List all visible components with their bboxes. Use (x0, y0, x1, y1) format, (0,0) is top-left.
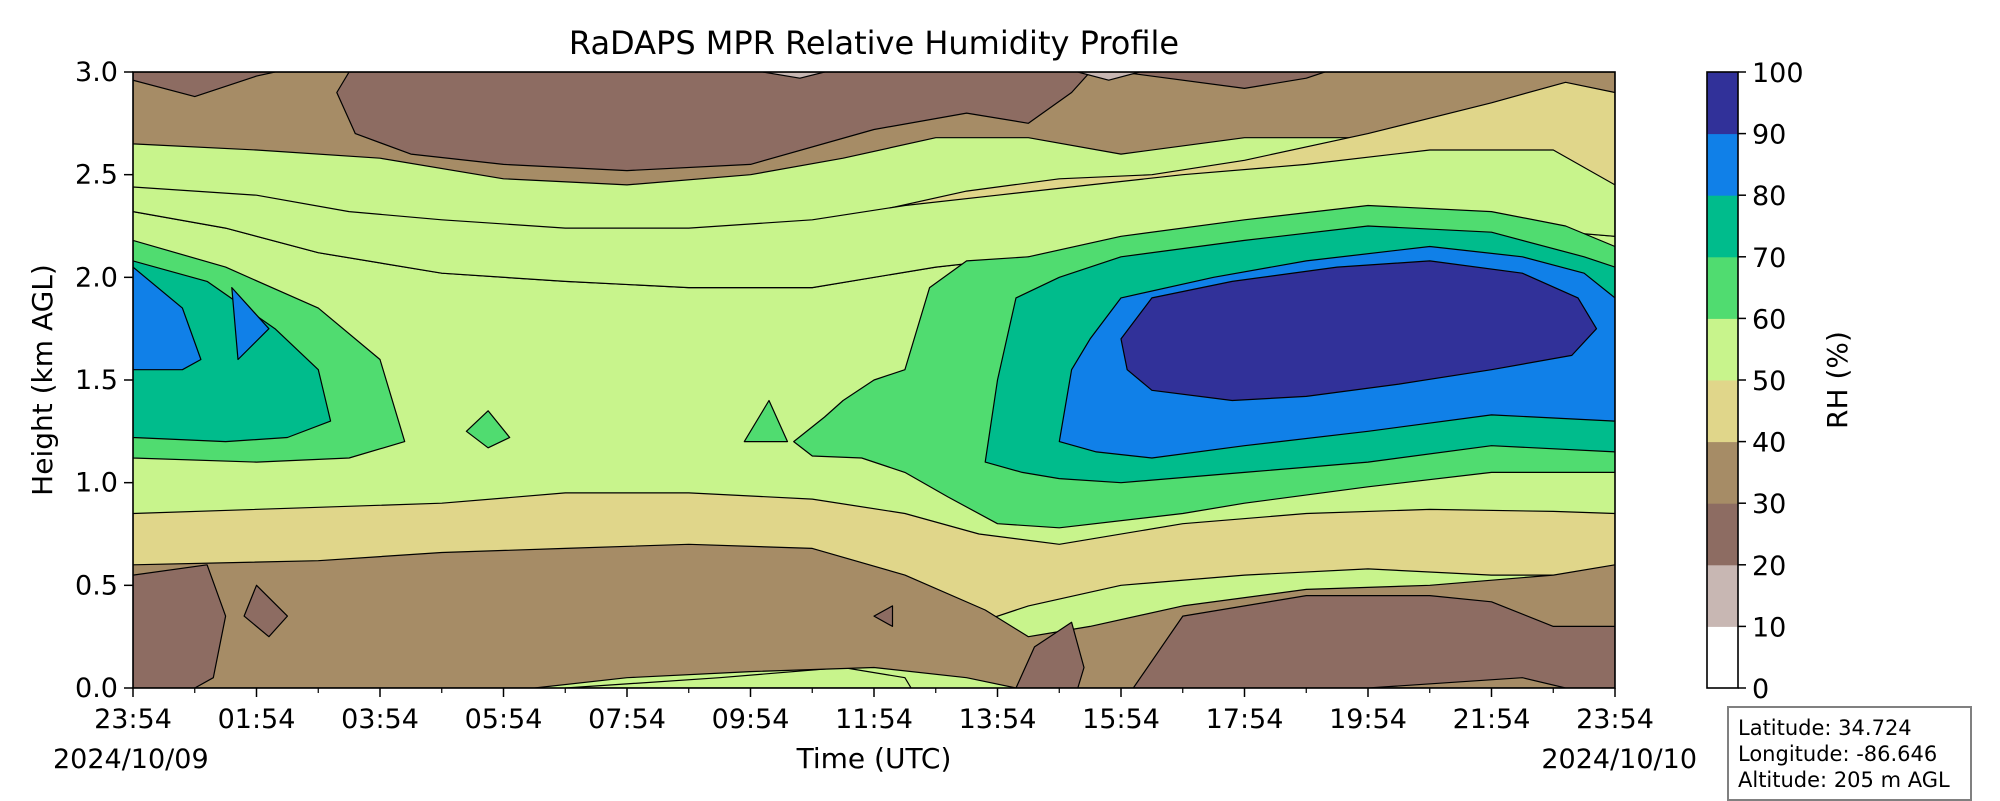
colorbar-frame (1706, 71, 1739, 689)
x-tick-label: 19:54 (1329, 704, 1407, 735)
colorbar-tick-label: 80 (1752, 181, 1786, 212)
colorbar-tick-label: 40 (1752, 428, 1786, 459)
colorbar-band (1707, 626, 1738, 689)
x-tick-label: 05:54 (465, 704, 543, 735)
colorbar-band (1707, 564, 1738, 627)
colorbar-band (1707, 195, 1738, 258)
colorbar-tick-label: 0 (1752, 674, 1769, 705)
colorbar-tick-label: 100 (1752, 58, 1804, 89)
x-tick-label: 07:54 (588, 704, 666, 735)
colorbar-tick-label: 60 (1752, 304, 1786, 335)
y-axis-label: Height (km AGL) (26, 264, 59, 496)
contour-region-80-23 (231, 287, 270, 361)
x-tick-label: 17:54 (1206, 704, 1284, 735)
start-date-label: 2024/10/09 (53, 744, 209, 775)
longitude-text: Longitude: -86.646 (1738, 742, 1938, 766)
colorbar-tick-label: 90 (1752, 120, 1786, 151)
x-tick-label: 09:54 (712, 704, 790, 735)
y-tick-label: 1.0 (75, 468, 118, 499)
colorbar-band (1707, 441, 1738, 504)
contour-region-70-20 (133, 260, 332, 443)
x-tick-label: 15:54 (1082, 704, 1160, 735)
contour-region-20-13 (1132, 594, 1615, 688)
colorbar-band (1707, 503, 1738, 566)
colorbar-label: RH (%) (1821, 331, 1854, 429)
contour-region-80-22 (133, 266, 202, 371)
contour-regions (133, 72, 1615, 688)
contour-region-50-9 (564, 666, 912, 688)
x-tick-label: 11:54 (835, 704, 913, 735)
y-tick-label: 2.5 (75, 160, 118, 191)
y-tick-label: 0.5 (75, 570, 118, 601)
x-tick-label: 01:54 (218, 704, 296, 735)
contour-region-20-14 (243, 584, 288, 638)
end-date-label: 2024/10/10 (1541, 744, 1697, 775)
contour-region-20-1 (336, 72, 1091, 172)
chart-title: RaDAPS MPR Relative Humidity Profile (569, 24, 1179, 62)
colorbar-band (1707, 380, 1738, 443)
y-axis-ticks: 0.0 0.5 1.0 1.5 2.0 2.5 3.0 (75, 57, 133, 704)
x-tick-label: 23:54 (94, 704, 172, 735)
y-tick-label: 2.0 (75, 262, 118, 293)
contour-region-20-3 (1120, 72, 1326, 90)
colorbar-band (1707, 318, 1738, 381)
colorbar-band (1707, 256, 1738, 319)
contour-plot-area (133, 72, 1615, 688)
y-tick-label: 3.0 (75, 57, 118, 88)
contour-region-20-15 (873, 605, 894, 628)
x-axis-ticks: 23:54 01:54 03:54 05:54 07:54 09:54 11:54 13:54… (94, 688, 1654, 735)
x-tick-label: 21:54 (1453, 704, 1531, 735)
contour-region-10-4 (762, 72, 826, 79)
colorbar-tick-label: 10 (1752, 612, 1786, 643)
contour-region-50-7 (133, 149, 1615, 289)
contour-region-60-17 (465, 410, 511, 449)
x-tick-label: 03:54 (341, 704, 419, 735)
station-info-box: Latitude: 34.724 Longitude: -86.646 Alti… (1727, 706, 1972, 801)
x-tick-label: 23:54 (1576, 704, 1654, 735)
x-tick-label: 13:54 (959, 704, 1037, 735)
contour-region-90-25 (1120, 260, 1598, 402)
colorbar-tick-label: 70 (1752, 243, 1786, 274)
colorbar-tick-label: 30 (1752, 489, 1786, 520)
colorbar-band (1707, 72, 1738, 135)
contour-region-10-5 (1077, 72, 1141, 81)
y-tick-label: 0.0 (75, 673, 118, 704)
colorbar: 0 10 20 30 40 50 60 70 80 90 100 (1707, 58, 1804, 705)
contour-region-20-2 (133, 72, 276, 98)
contour-region-20-11 (133, 564, 227, 688)
y-tick-label: 1.5 (75, 365, 118, 396)
latitude-text: Latitude: 34.724 (1738, 716, 1912, 740)
colorbar-tick-label: 20 (1752, 551, 1786, 582)
contour-region-60-18 (743, 399, 789, 443)
colorbar-tick-label: 50 (1752, 366, 1786, 397)
colorbar-band (1707, 133, 1738, 196)
contour-region-20-12 (1015, 621, 1085, 688)
x-axis-label: Time (UTC) (796, 742, 952, 775)
altitude-text: Altitude: 205 m AGL (1738, 768, 1950, 792)
